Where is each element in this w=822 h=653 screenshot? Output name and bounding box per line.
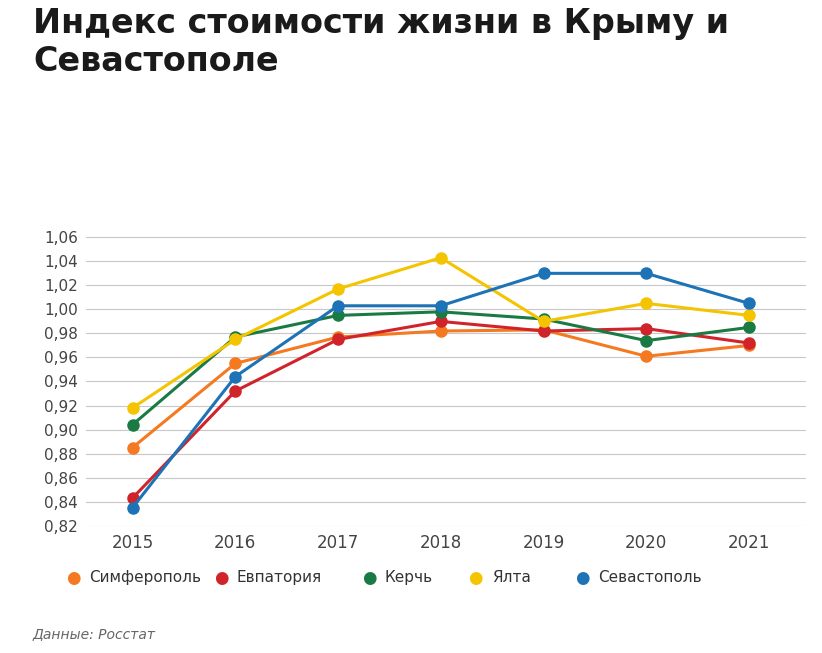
Text: ●: ● [214,569,229,587]
Text: Евпатория: Евпатория [237,571,322,585]
Text: Ялта: Ялта [492,571,530,585]
Text: Индекс стоимости жизни в Крыму и
Севастополе: Индекс стоимости жизни в Крыму и Севасто… [33,7,729,78]
Text: ●: ● [575,569,590,587]
Text: ●: ● [362,569,376,587]
Text: ●: ● [66,569,81,587]
Text: Керчь: Керчь [385,571,433,585]
Text: ●: ● [469,569,483,587]
Text: Симферополь: Симферополь [89,571,201,585]
Text: Данные: Росстат: Данные: Росстат [33,627,156,641]
Text: Севастополь: Севастополь [598,571,702,585]
